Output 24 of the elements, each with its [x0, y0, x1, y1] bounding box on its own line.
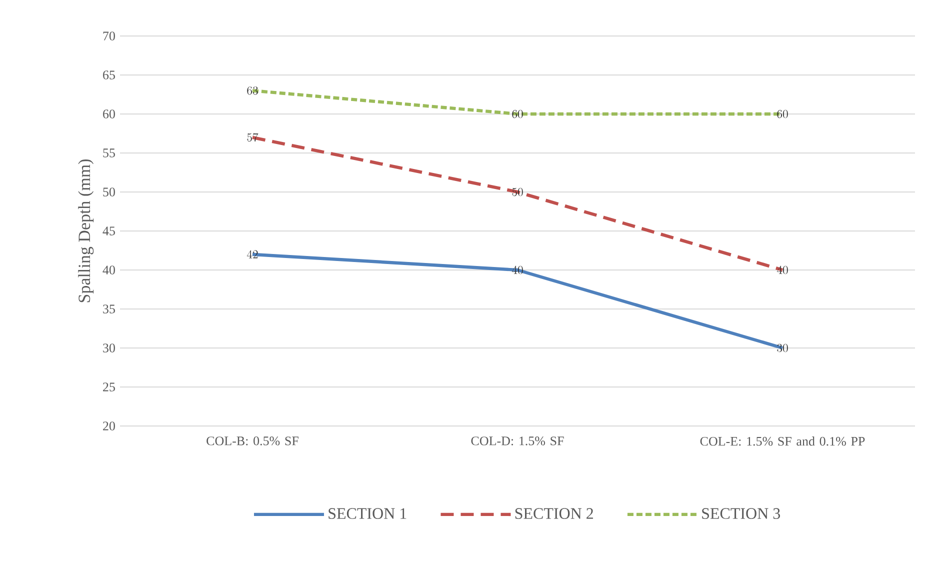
data-label: 57	[247, 133, 258, 142]
x-tick-label: COL-D: 1.5% SF	[471, 436, 564, 446]
data-label: 30	[777, 344, 788, 352]
y-axis-title: Spalling Depth (mm)	[78, 159, 94, 302]
y-tick-label: 70	[103, 32, 115, 40]
y-tick-label: 55	[103, 148, 115, 158]
legend-label: SECTION 2	[515, 508, 593, 519]
y-tick-label: 50	[103, 188, 115, 196]
y-tick-label: 20	[103, 422, 115, 430]
y-tick-label: 40	[102, 266, 115, 274]
legend-label: SECTION 1	[328, 508, 406, 519]
y-tick-label: 45	[102, 226, 115, 236]
data-label: 63	[247, 86, 258, 95]
legend-label: SECTION 3	[702, 508, 780, 519]
data-label: 60	[777, 110, 788, 118]
y-tick-label: 65	[103, 70, 115, 80]
data-label: 42	[246, 250, 258, 258]
y-tick-label: 35	[103, 304, 115, 314]
x-tick-label: COL-B: 0.5% SF	[206, 436, 298, 446]
y-tick-label: 60	[103, 110, 115, 118]
x-tick-label: COL-E: 1.5% SF and 0.1% PP	[700, 436, 865, 446]
data-label: 40	[776, 266, 788, 274]
y-tick-label: 25	[103, 382, 115, 392]
y-tick-label: 30	[103, 344, 115, 352]
